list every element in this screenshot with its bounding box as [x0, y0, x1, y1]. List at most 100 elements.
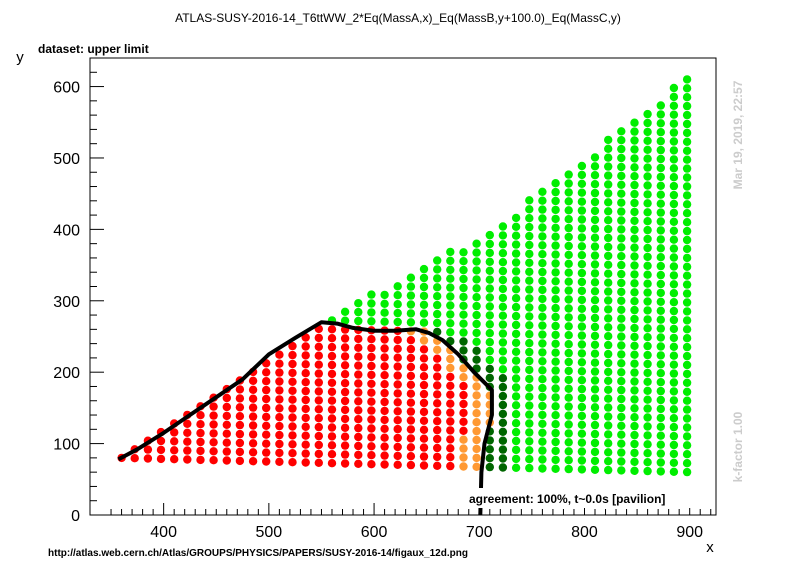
data-point [617, 359, 626, 368]
data-point [656, 172, 665, 182]
data-point [446, 417, 455, 426]
data-point [419, 372, 429, 381]
data-point [380, 460, 389, 469]
data-point [511, 454, 521, 464]
data-point [459, 346, 468, 355]
data-point [472, 418, 481, 427]
data-point [630, 314, 639, 324]
data-point [538, 205, 547, 214]
data-point [669, 262, 679, 271]
data-point [604, 385, 613, 394]
data-point [472, 382, 481, 391]
data-point [538, 455, 547, 464]
data-point [630, 207, 639, 217]
data-point [643, 368, 652, 378]
data-point [446, 283, 455, 292]
data-point [327, 459, 337, 468]
data-point [538, 259, 547, 268]
data-point [367, 442, 376, 451]
data-point [393, 300, 402, 309]
data-point [340, 379, 350, 388]
data-point [393, 433, 402, 443]
data-point [682, 244, 692, 254]
data-point [248, 439, 258, 448]
data-point [604, 180, 613, 189]
data-point [314, 449, 323, 459]
data-point [630, 448, 639, 458]
data-point [682, 325, 692, 334]
data-point [262, 394, 271, 404]
data-point [367, 290, 376, 299]
data-point [656, 145, 665, 155]
data-point [617, 323, 626, 332]
data-point [577, 447, 587, 456]
data-point [564, 250, 573, 260]
data-point [656, 253, 665, 262]
data-point [525, 401, 534, 410]
data-point [669, 137, 679, 146]
data-point [327, 432, 337, 441]
data-point [682, 414, 692, 423]
data-point [656, 279, 665, 289]
data-point [525, 437, 534, 446]
data-point [551, 295, 560, 304]
data-point [367, 451, 376, 460]
data-point [525, 428, 534, 437]
data-point [604, 242, 613, 252]
data-point [367, 424, 376, 433]
data-point [656, 128, 665, 137]
data-point [406, 434, 416, 443]
data-point [327, 405, 337, 414]
data-point [340, 343, 350, 352]
data-point [419, 407, 429, 417]
y-tick-label: 400 [53, 222, 80, 239]
dataset-label: dataset: upper limit [38, 42, 149, 56]
data-point [354, 388, 363, 397]
data-point [682, 93, 692, 102]
data-point [459, 399, 468, 409]
data-point [380, 442, 389, 451]
data-point [630, 189, 639, 199]
data-point [577, 268, 587, 278]
data-point [156, 445, 166, 455]
data-point [682, 432, 692, 441]
data-point [511, 410, 521, 419]
chart-title: ATLAS-SUSY-2016-14_T6ttWW_2*Eq(MassA,x)_… [175, 11, 621, 25]
data-point [682, 342, 692, 352]
data-point [630, 386, 639, 395]
data-point [433, 318, 442, 328]
data-point [433, 425, 442, 435]
data-point [327, 334, 337, 343]
data-point [577, 376, 587, 385]
data-point [617, 296, 626, 305]
data-point [419, 273, 429, 283]
data-point [301, 395, 310, 405]
x-tick-label: 800 [571, 524, 598, 541]
data-point [682, 253, 692, 263]
data-point [577, 260, 587, 269]
data-point [604, 340, 613, 350]
data-point [327, 378, 337, 387]
data-point [656, 297, 665, 306]
data-point [459, 364, 468, 373]
data-point [314, 351, 323, 360]
data-point [656, 261, 665, 271]
data-point [551, 464, 560, 473]
data-point [590, 340, 600, 349]
data-point [511, 401, 521, 410]
data-point [590, 242, 600, 251]
data-point [380, 353, 389, 362]
data-point [525, 294, 534, 303]
data-point [630, 439, 639, 449]
data-point [617, 439, 626, 448]
data-point [406, 389, 416, 398]
data-point [419, 300, 429, 309]
x-tick-label: 600 [361, 524, 388, 541]
data-point [590, 420, 600, 430]
data-point [367, 460, 376, 469]
data-point [380, 362, 389, 371]
data-point [275, 430, 284, 440]
data-point [682, 334, 692, 343]
data-point [604, 439, 613, 448]
data-point [617, 269, 626, 279]
